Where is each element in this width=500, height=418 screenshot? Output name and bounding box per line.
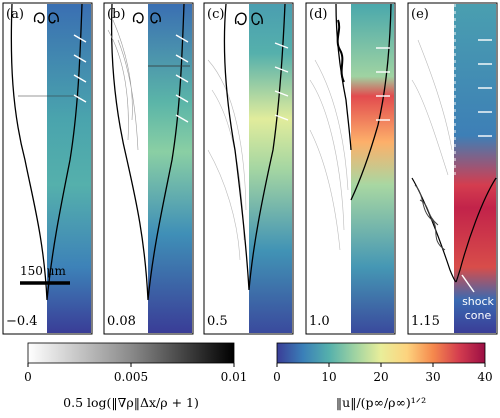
wavefronts-b xyxy=(107,19,139,151)
interface-curl-a xyxy=(33,12,59,24)
annotation-line2: cone xyxy=(465,309,492,322)
annotation-line1: shock xyxy=(462,295,494,308)
debris-cloud-e xyxy=(414,184,446,251)
shock-cone-pointer xyxy=(461,274,475,293)
panel-time-e: 1.15 xyxy=(411,314,440,329)
velocity-field-a xyxy=(47,4,91,333)
panel-tag-a: (a) xyxy=(6,7,24,22)
fragment-cloud-d xyxy=(336,19,345,83)
panel-time-b: 0.08 xyxy=(107,314,136,329)
panel-time-c: 0.5 xyxy=(207,314,228,329)
panel-tag-d: (d) xyxy=(309,7,327,22)
gray-colorbar-label: 0.5 log(‖∇ρ‖Δx/ρ + 1) xyxy=(63,395,199,410)
gray-tick-0: 0 xyxy=(24,370,32,384)
shock-cone-right-e xyxy=(455,177,497,283)
interface-curl-b xyxy=(132,12,161,24)
color-tick-2: 20 xyxy=(373,370,388,384)
panel-tag-e: (e) xyxy=(411,7,429,22)
color-tick-1: 10 xyxy=(321,370,336,384)
flow-arrows-b xyxy=(175,34,189,123)
scale-bar-label: 150 μm xyxy=(20,264,67,278)
colorbar-color: 0 10 20 30 40 ‖u‖/(p∞/ρ∞)¹ᐟ² xyxy=(273,342,493,410)
wavefronts-d xyxy=(309,59,349,251)
flow-arrows-e xyxy=(478,39,492,137)
color-tick-4: 40 xyxy=(477,370,492,384)
panel-tag-b: (b) xyxy=(107,7,125,22)
panel-time-a: −0.4 xyxy=(6,314,38,329)
gray-tick-2: 0.01 xyxy=(221,370,248,384)
flow-arrows-a xyxy=(73,34,87,103)
shock-cone-e xyxy=(411,177,457,283)
panel-c: (c) 0.5 xyxy=(203,2,294,335)
droplet-outline-a xyxy=(10,3,83,301)
flow-arrows-d xyxy=(376,47,390,121)
panel-a: (a) −0.4 150 μm xyxy=(2,2,93,335)
panel-d: (d) 1.0 xyxy=(305,2,396,335)
velocity-field-d xyxy=(351,4,394,333)
panel-tag-c: (c) xyxy=(207,7,224,22)
panel-e: shock cone (e) 1.15 xyxy=(407,2,498,335)
velocity-field-c xyxy=(249,4,292,333)
colorbar-gray: 0 0.005 0.01 0.5 log(‖∇ρ‖Δx/ρ + 1) xyxy=(24,342,248,410)
wavefronts-e xyxy=(411,39,453,176)
panel-b: (b) 0.08 xyxy=(103,2,194,335)
color-tick-3: 30 xyxy=(425,370,440,384)
velocity-field-e xyxy=(454,4,496,333)
flow-arrows-c xyxy=(274,42,289,121)
droplet-outline-b xyxy=(110,3,185,301)
gray-tick-1: 0.005 xyxy=(114,370,148,384)
panel-time-d: 1.0 xyxy=(309,314,330,329)
interface-curl-c xyxy=(234,12,263,26)
color-colorbar-label: ‖u‖/(p∞/ρ∞)¹ᐟ² xyxy=(336,395,426,410)
color-tick-0: 0 xyxy=(273,370,281,384)
